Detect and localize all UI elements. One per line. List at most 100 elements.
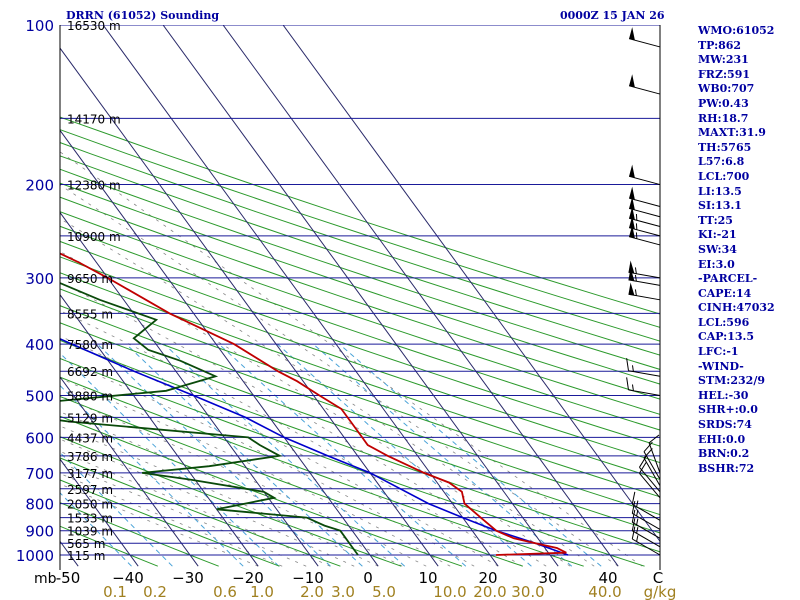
isotherm-line (282, 25, 660, 543)
sounding-index: EI:3.0 (698, 257, 735, 271)
height-label: 1039 m (67, 525, 113, 539)
sounding-index: LI:13.5 (698, 184, 742, 198)
dry-adiabat-line (60, 305, 660, 516)
temperature-tick-label: 20 (478, 569, 497, 587)
wind-barb (626, 358, 661, 377)
mixing-ratio-tick-label: 0.2 (143, 583, 167, 600)
dry-adiabat-line (60, 436, 402, 567)
mixing-ratio-tick-label: 40.0 (588, 583, 621, 600)
temperature-tick-label: −40 (112, 569, 144, 587)
height-label: 5129 m (67, 411, 113, 425)
temperature-trace (60, 252, 567, 556)
sounding-index: L57:6.8 (698, 155, 745, 169)
pressure-tick-label: 500 (25, 387, 54, 405)
sounding-index: BRN:0.2 (698, 447, 750, 461)
mixing-ratio-unit-label: g/kg (644, 583, 677, 600)
pressure-tick-label: 700 (25, 465, 54, 483)
temperature-tick-label: 10 (418, 569, 437, 587)
dry-adiabat-line (60, 196, 660, 400)
pressure-tick-label: 800 (25, 496, 54, 514)
mixing-ratio-tick-label: 0.1 (103, 583, 127, 600)
sounding-index: MAXT:31.9 (698, 126, 766, 140)
sounding-index: MW:231 (698, 53, 749, 67)
sounding-index: SHR+:0.0 (698, 403, 758, 417)
wind-barb (628, 74, 661, 95)
dry-adiabat-line (60, 256, 660, 464)
height-label: 5880 m (67, 389, 113, 403)
isotherm-line (60, 293, 259, 567)
wind-barb (631, 518, 661, 548)
wind-barb (628, 260, 661, 279)
dry-adiabat-line (60, 339, 660, 553)
pressure-tick-label: 1000 (16, 547, 54, 565)
wind-barb (643, 448, 661, 486)
isobars (60, 25, 660, 556)
isotherm-line (0, 1, 18, 566)
sounding-index: CAP:13.5 (698, 330, 755, 344)
mixing-ratio-tick-label: 1.0 (250, 583, 274, 600)
pressure-tick-label: 300 (25, 270, 54, 288)
wind-barb (628, 27, 661, 48)
sounding-index: PW:0.43 (698, 96, 749, 110)
isotherm-line (102, 25, 499, 567)
mixing-ratio-line (312, 343, 573, 567)
sounding-index: LFC:-1 (698, 345, 739, 359)
sounding-index: LCL:596 (698, 315, 750, 329)
sounding-index: SW:34 (698, 242, 737, 256)
pressure-tick-label: 100 (25, 17, 54, 35)
sounding-index: -PARCEL- (698, 272, 758, 286)
height-label: 7580 m (67, 338, 113, 352)
dry-adiabat-line (60, 376, 584, 567)
wind-barb (628, 164, 661, 186)
mixing-ratio-tick-label: 30.0 (511, 583, 544, 600)
mixing-ratio-line (338, 343, 602, 567)
sounding-index: CINH:47032 (698, 301, 775, 315)
sounding-index: TT:25 (698, 213, 733, 227)
dewpoint-trace (60, 282, 359, 556)
dry-adiabat-line (60, 168, 660, 370)
dry-adiabat-line (60, 225, 660, 431)
temperature-tick-label: 40 (598, 569, 617, 587)
mixing-ratio-tick-label: 0.6 (213, 583, 237, 600)
sounding-index: WB0:707 (698, 82, 755, 96)
wind-barb (628, 186, 661, 207)
height-label: 565 m (67, 537, 105, 551)
wind-barb (631, 526, 661, 556)
height-label: 115 m (67, 549, 105, 563)
mixing-ratio-tick-label: 10.0 (433, 583, 466, 600)
temperature-tick-label: −10 (292, 569, 324, 587)
height-label: 4437 m (67, 431, 113, 445)
sounding-index: TH:5765 (698, 140, 752, 154)
isotherm-line (222, 25, 619, 567)
isotherm-line (60, 211, 319, 567)
wind-barb (626, 377, 661, 396)
dry-adiabat-line (60, 129, 660, 328)
pressure-tick-label: 600 (25, 429, 54, 447)
sounding-index: CAPE:14 (698, 286, 752, 300)
wind-barb (631, 500, 661, 530)
wind-barb (628, 225, 661, 246)
height-label: 2597 m (67, 483, 113, 497)
temperature-unit-label: C (653, 569, 663, 587)
mixing-ratio-tick-label: 3.0 (331, 583, 355, 600)
height-label: 16530 m (67, 19, 121, 33)
dry-adiabat-line (60, 272, 660, 481)
sounding-index: FRZ:591 (698, 67, 751, 81)
wind-barb (643, 441, 661, 480)
mixing-ratio-line (125, 343, 363, 567)
wind-barb (648, 434, 661, 474)
sounding-index: -WIND- (698, 359, 744, 373)
parcel-trace (60, 337, 569, 556)
mixing-ratio-line (277, 343, 532, 567)
dry-adiabat-line (60, 415, 463, 567)
temperature-tick-label: -50 (56, 569, 81, 587)
wind-barb (639, 462, 661, 499)
sounding-index: STM:232/9 (698, 374, 765, 388)
wind-barb (631, 509, 661, 539)
height-label: 6692 m (67, 365, 113, 379)
height-label: 9650 m (67, 272, 113, 286)
dry-adiabat-line (60, 457, 341, 567)
sounding-index: HEL:-30 (698, 388, 749, 402)
wind-barb (628, 206, 661, 227)
